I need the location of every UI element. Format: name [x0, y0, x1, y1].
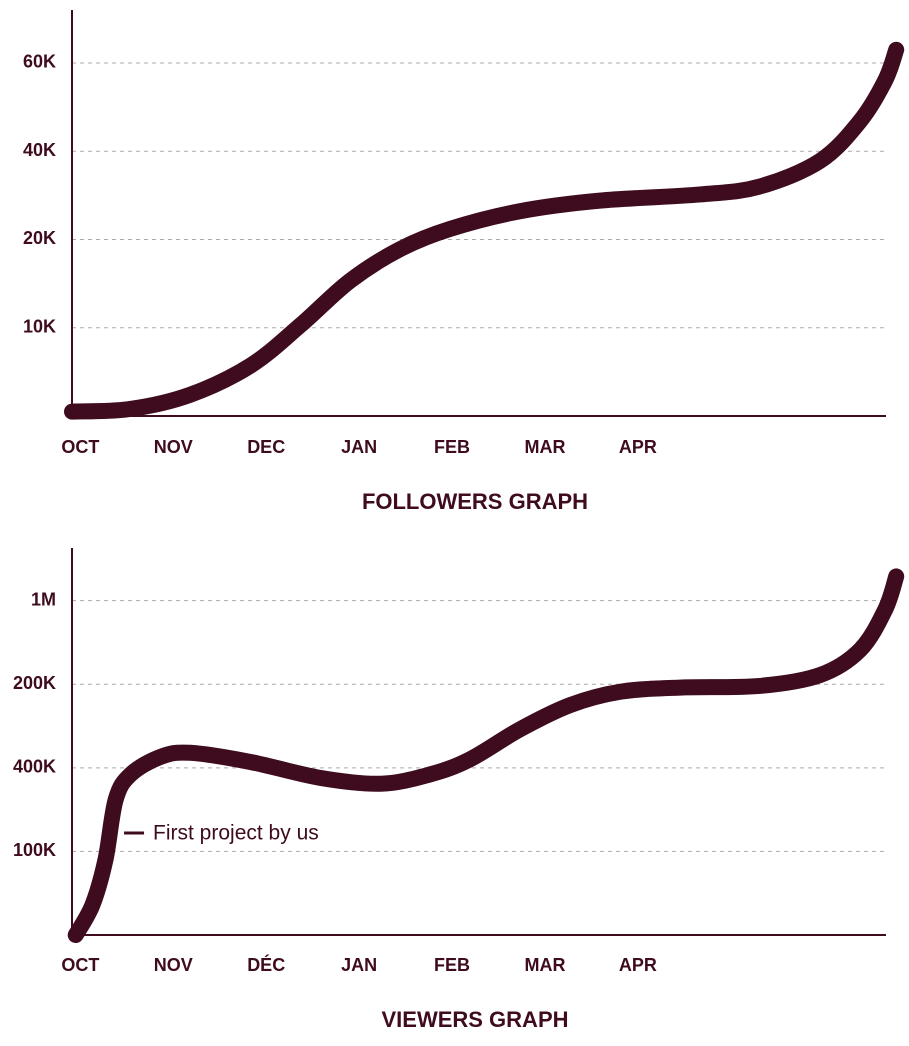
- y-tick-label: 40K: [23, 140, 56, 160]
- x-tick-label: JAN: [341, 955, 377, 975]
- x-tick-label: FEB: [434, 955, 470, 975]
- y-tick-label: 100K: [13, 840, 56, 860]
- chart-title: VIEWERS GRAPH: [381, 1007, 568, 1032]
- x-tick-label: OCT: [61, 955, 99, 975]
- line: [64, 41, 905, 420]
- y-tick-label: 200K: [13, 673, 56, 693]
- y-tick-label: 60K: [23, 52, 56, 72]
- chart-title: FOLLOWERS GRAPH: [362, 489, 588, 514]
- x-tick-label: FEB: [434, 437, 470, 457]
- x-tick-label: OCT: [61, 437, 99, 457]
- y-tick-label: 400K: [13, 757, 56, 777]
- x-tick-label: DEC: [247, 437, 285, 457]
- x-tick-label: JAN: [341, 437, 377, 457]
- x-tick-label: APR: [619, 955, 657, 975]
- y-tick-label: 10K: [23, 316, 56, 336]
- line: [67, 568, 905, 943]
- x-tick-label: MAR: [524, 955, 565, 975]
- annotation: First project by us: [153, 822, 319, 845]
- x-tick-label: DÉC: [247, 954, 285, 975]
- x-tick-label: APR: [619, 437, 657, 457]
- y-tick-label: 20K: [23, 228, 56, 248]
- x-tick-label: NOV: [154, 955, 193, 975]
- y-tick-label: 1M: [31, 589, 56, 609]
- x-tick-label: MAR: [524, 437, 565, 457]
- x-tick-label: NOV: [154, 437, 193, 457]
